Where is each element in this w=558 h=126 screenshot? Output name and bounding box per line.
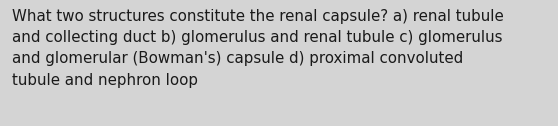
Text: What two structures constitute the renal capsule? a) renal tubule
and collecting: What two structures constitute the renal… (12, 9, 504, 88)
